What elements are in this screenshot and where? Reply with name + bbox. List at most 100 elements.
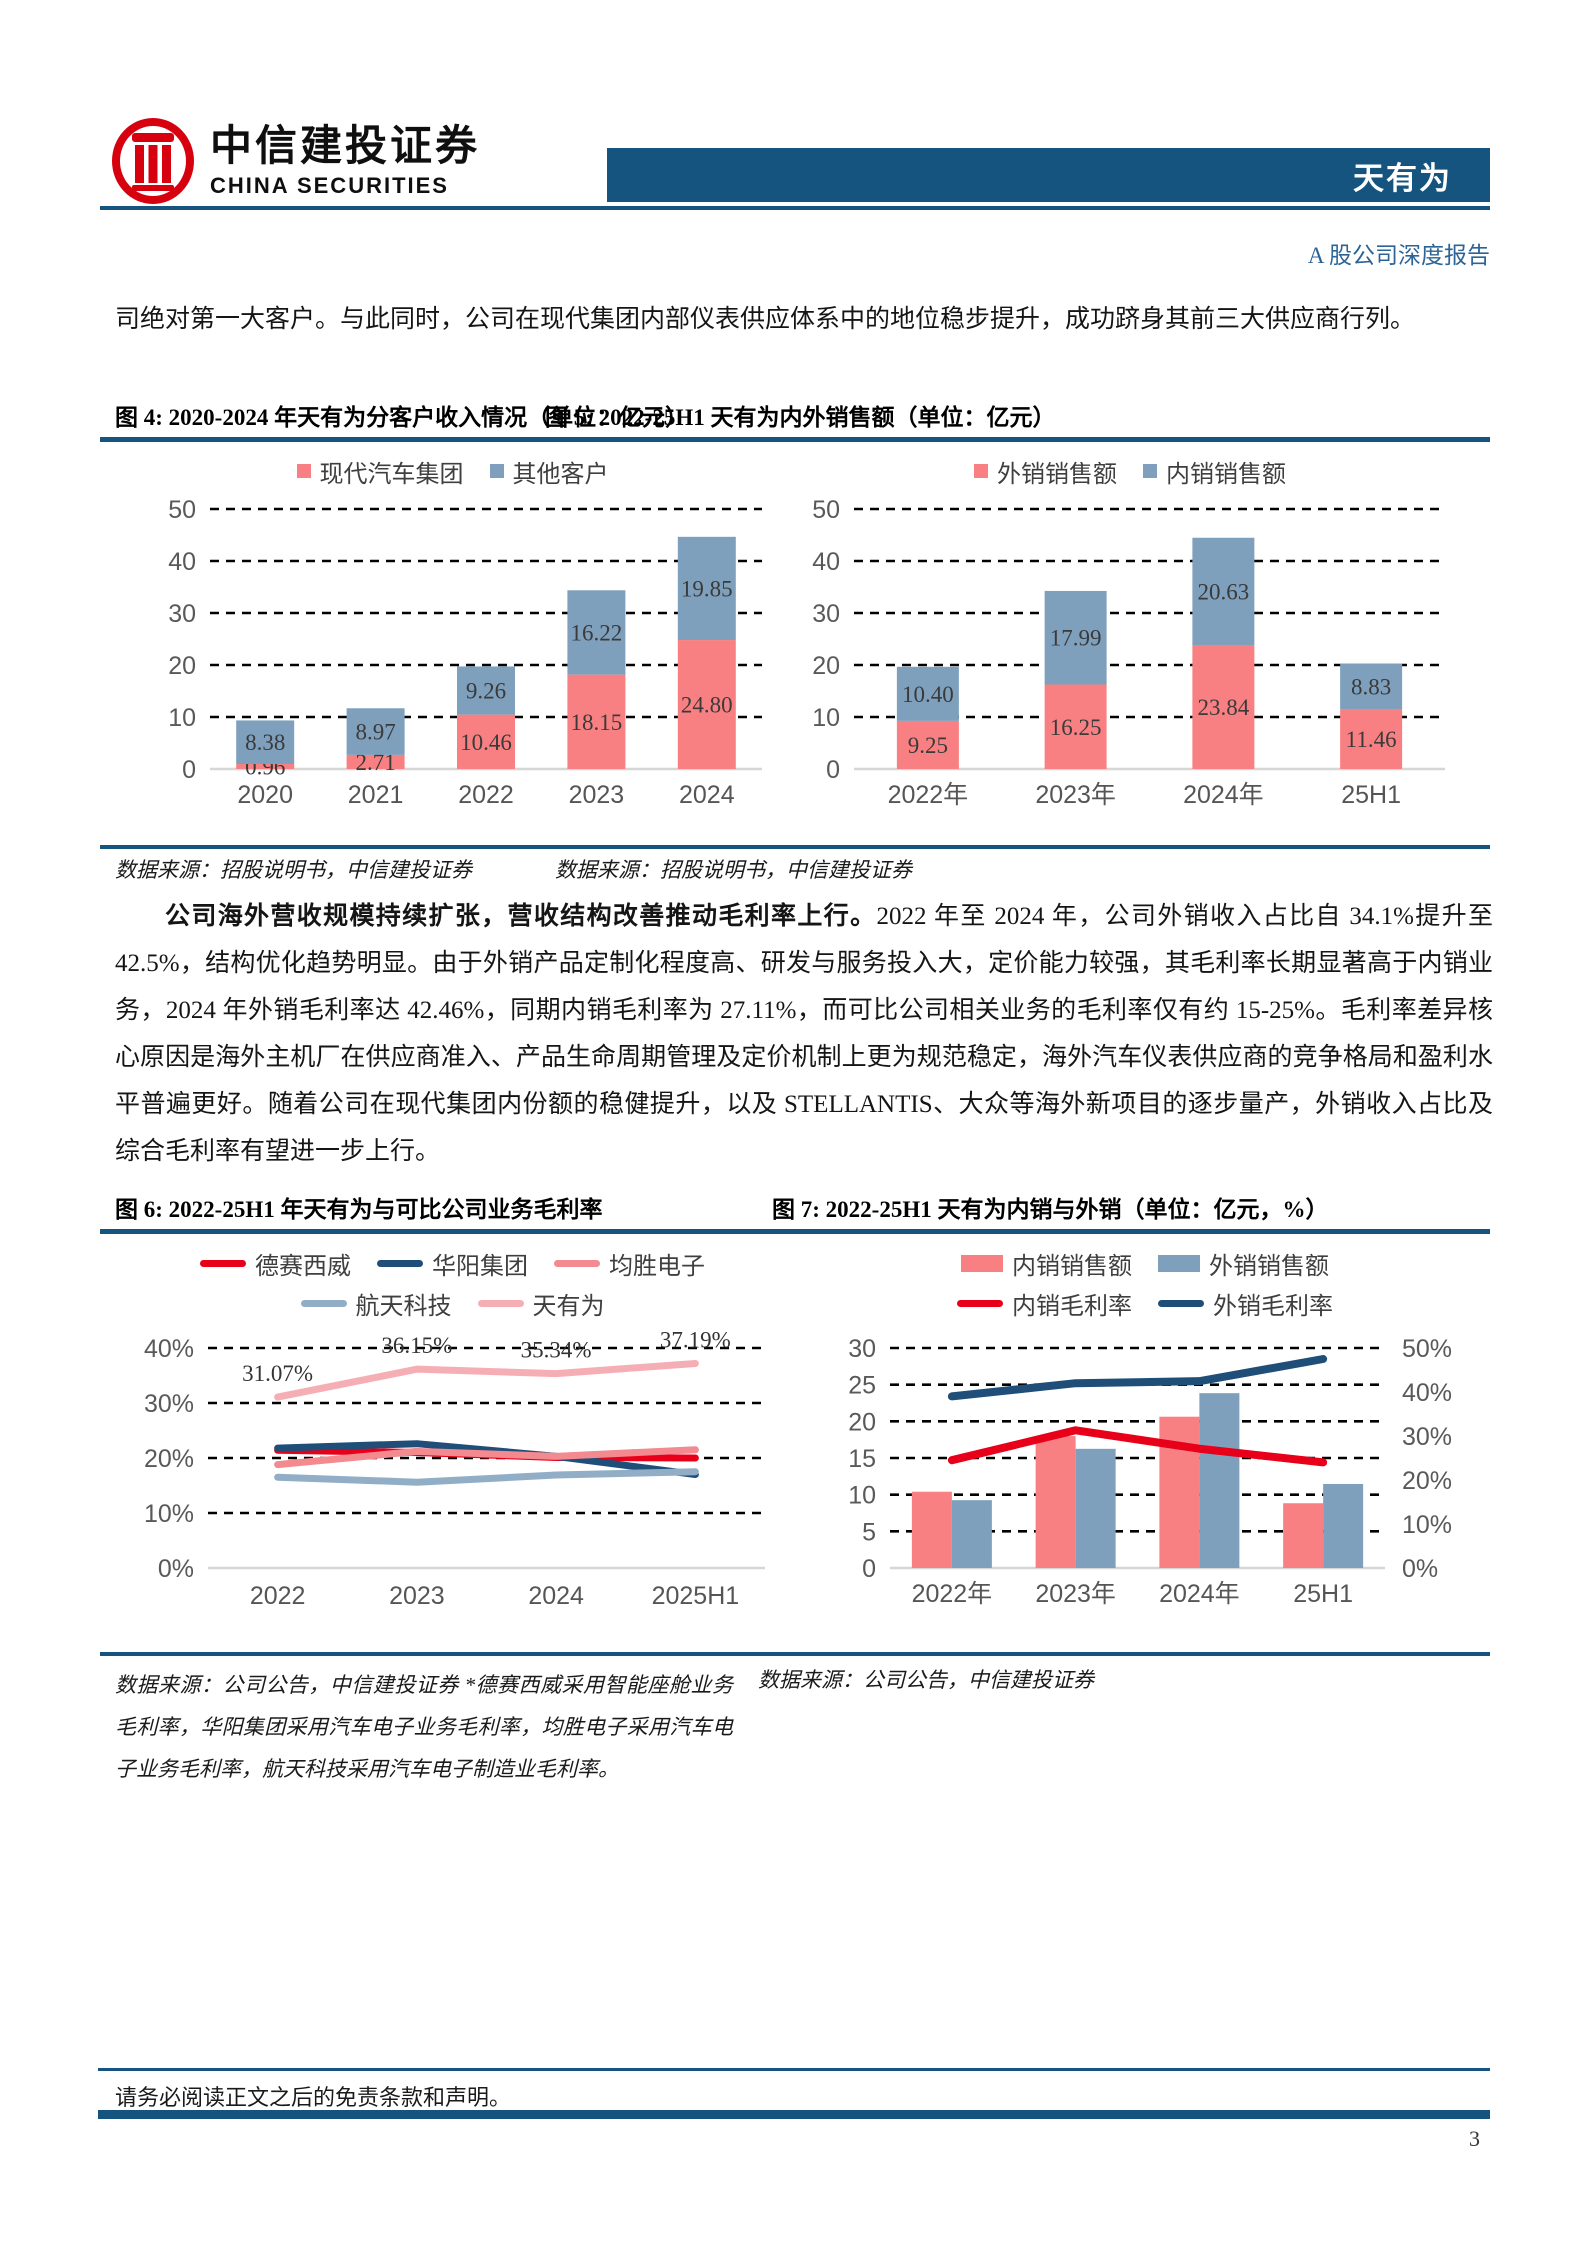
footer-disclaimer: 请务必阅读正文之后的免责条款和声明。 [115,2085,512,2110]
svg-text:2022年: 2022年 [912,1580,993,1608]
svg-text:2024年: 2024年 [1183,781,1264,809]
svg-text:40%: 40% [1402,1379,1452,1407]
svg-text:20%: 20% [144,1445,194,1473]
svg-text:10%: 10% [1402,1511,1452,1539]
figure-row2-bottom-rule [100,1652,1490,1656]
svg-text:2024: 2024 [679,781,735,809]
figure6-title: 图 6: 2022-25H1 年天有为与可比公司业务毛利率 [115,1197,603,1222]
svg-text:15: 15 [848,1445,876,1473]
figure7-title: 图 7: 2022-25H1 天有为内销与外销（单位：亿元，%） [772,1197,1329,1222]
header-divider [100,206,1490,210]
svg-text:25H1: 25H1 [1341,781,1401,809]
figure5-source: 数据来源：招股说明书，中信建投证券 [555,858,912,882]
svg-text:18.15: 18.15 [571,710,623,735]
report-type-label: A 股公司深度报告 [1307,243,1490,268]
svg-text:50: 50 [168,496,196,524]
svg-text:20: 20 [168,652,196,680]
svg-text:2023年: 2023年 [1035,1580,1116,1608]
footer-bottom-rule [98,2110,1490,2119]
svg-text:2023: 2023 [569,781,625,809]
figure6-legend: 德赛西威 华阳集团 均胜电子 航天科技 天有为 [130,1246,775,1321]
citic-emblem-icon [112,118,194,204]
svg-text:40%: 40% [144,1335,194,1363]
figure4-source: 数据来源：招股说明书，中信建投证券 [115,858,472,882]
svg-text:2022年: 2022年 [888,781,969,809]
svg-text:37.19%: 37.19% [660,1327,731,1352]
page-number: 3 [1469,2126,1480,2151]
svg-text:8.97: 8.97 [355,720,395,745]
figure4-title: 图 4: 2020-2024 年天有为分客户收入情况（单位：亿元） [115,405,689,430]
figure6-plot: 0% 10% 20% 30% 40% 2022 2023 2024 2025H1 31.07% 36… [144,1327,765,1610]
svg-text:25H1: 25H1 [1293,1580,1353,1608]
svg-text:0: 0 [182,756,196,784]
figure-row1-bottom-rule [100,845,1490,849]
figure7-legend: 内销销售额 外销销售额 内销毛利率 外销毛利率 [810,1246,1480,1321]
svg-text:30%: 30% [1402,1423,1452,1451]
svg-text:40: 40 [168,548,196,576]
svg-text:35.34%: 35.34% [521,1338,592,1363]
figure7-plot: 0 5 10 15 20 25 30 0% 10% 20% 30% 40% 50% 2022年 2023年 2… [848,1335,1452,1608]
svg-text:31.07%: 31.07% [242,1361,313,1386]
svg-text:2023: 2023 [389,1582,445,1610]
body-paragraph-1: 司绝对第一大客户。与此同时，公司在现代集团内部仪表供应体系中的地位稳步提升，成功… [115,306,1416,333]
svg-text:20%: 20% [1402,1467,1452,1495]
paragraph2-rest: 2022 年至 2024 年，公司外销收入占比自 34.1%提升至 42.5%，… [115,903,1493,1165]
figure7-source: 数据来源：公司公告，中信建投证券 [758,1668,1094,1692]
figure-row2-title-rule [100,1229,1490,1234]
svg-text:25: 25 [848,1372,876,1400]
svg-text:10: 10 [812,704,840,732]
logo-chinese-name: 中信建投证券 [210,122,481,170]
svg-text:8.83: 8.83 [1351,674,1391,699]
svg-text:2025H1: 2025H1 [652,1582,740,1610]
svg-text:20: 20 [848,1408,876,1436]
figure5-legend: 外销销售额 内销销售额 [795,452,1465,490]
stock-name-banner: 天有为 [607,148,1490,202]
figure7-chart: 内销销售额 外销销售额 内销毛利率 外销毛利率 0 5 10 15 20 25 30 0% 10% 20… [810,1246,1480,1656]
figure5-title: 图 5: 2022-25H1 天有为内外销售额（单位：亿元） [545,405,1056,430]
footer-top-rule [98,2068,1490,2071]
svg-text:10.46: 10.46 [460,730,512,755]
svg-text:5: 5 [862,1518,876,1546]
svg-text:10: 10 [848,1482,876,1510]
logo-text: 中信建投证券 CHINA SECURITIES [210,123,480,198]
svg-text:11.46: 11.46 [1346,727,1397,752]
svg-text:2020: 2020 [237,781,293,809]
svg-text:2022: 2022 [250,1582,306,1610]
figure4-chart: 现代汽车集团 其他客户 0 10 20 30 40 50 2020 2021 2022 2023 20… [130,452,775,845]
svg-text:0%: 0% [158,1555,194,1583]
svg-text:8.38: 8.38 [245,730,285,755]
figure5-chart: 外销销售额 内销销售额 0 10 20 30 40 50 2022年 2023年 2024年 25H… [795,452,1465,845]
svg-text:36.15%: 36.15% [381,1333,452,1358]
logo-english-name: CHINA SECURITIES [210,172,449,198]
figure5-plot: 0 10 20 30 40 50 2022年 2023年 2024年 25H1 9.25 10.40 1… [812,496,1445,809]
svg-text:9.25: 9.25 [908,733,948,758]
svg-text:2024年: 2024年 [1159,1580,1240,1608]
svg-text:2021: 2021 [348,781,404,809]
svg-text:50%: 50% [1402,1335,1452,1363]
svg-text:23.84: 23.84 [1198,695,1250,720]
svg-text:0: 0 [862,1555,876,1583]
svg-text:2022: 2022 [458,781,514,809]
svg-text:20.63: 20.63 [1198,579,1250,604]
svg-text:0%: 0% [1402,1555,1438,1583]
svg-text:50: 50 [812,496,840,524]
body-paragraph-2: 公司海外营收规模持续扩张，营收结构改善推动毛利率上行。2022 年至 2024 … [115,893,1493,1175]
stock-name: 天有为 [1353,160,1452,196]
svg-text:30%: 30% [144,1390,194,1418]
svg-text:9.26: 9.26 [466,679,506,704]
svg-text:30: 30 [848,1335,876,1363]
figure-row1-title-rule [100,437,1490,442]
svg-text:16.25: 16.25 [1050,715,1102,740]
svg-text:17.99: 17.99 [1050,626,1102,651]
svg-text:0: 0 [826,756,840,784]
svg-text:2024: 2024 [528,1582,584,1610]
svg-text:30: 30 [812,600,840,628]
svg-text:40: 40 [812,548,840,576]
paragraph2-bold-lead: 公司海外营收规模持续扩张，营收结构改善推动毛利率上行。 [165,903,877,930]
svg-text:10%: 10% [144,1500,194,1528]
svg-text:19.85: 19.85 [681,576,733,601]
company-logo: 中信建投证券 CHINA SECURITIES [110,116,480,206]
svg-text:30: 30 [168,600,196,628]
svg-text:24.80: 24.80 [681,693,733,718]
